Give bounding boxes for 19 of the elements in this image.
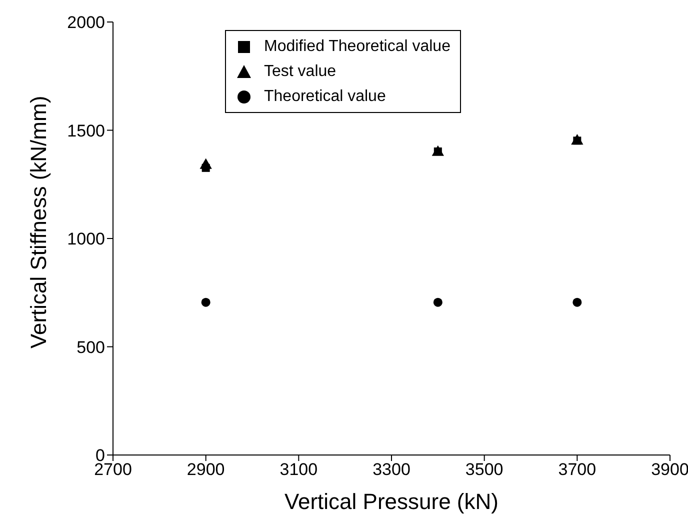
x-tick-label: 3700 (558, 460, 596, 480)
y-tick-label: 2000 (67, 13, 105, 32)
legend-label: Theoretical value (264, 88, 386, 105)
y-tick-label: 1500 (67, 121, 105, 140)
point (201, 298, 210, 307)
x-tick-label: 3100 (280, 460, 318, 480)
x-tick-label: 2700 (94, 460, 132, 480)
x-axis-title: Vertical Pressure (kN) (284, 489, 498, 514)
point (572, 298, 582, 307)
y-axis-title: Vertical Stiffness (kN/mm) (26, 96, 51, 348)
x-tick-label: 3900 (651, 460, 688, 480)
x-tick-label: 3500 (465, 460, 504, 480)
y-tick-label: 1000 (67, 230, 105, 249)
legend-label: Modified Theoretical value (264, 38, 450, 55)
legend-label: Test value (264, 63, 336, 80)
x-tick-label: 2900 (186, 460, 225, 480)
x-tick-label: 3300 (372, 460, 410, 480)
y-tick-label: 500 (76, 338, 105, 357)
point (433, 298, 442, 307)
